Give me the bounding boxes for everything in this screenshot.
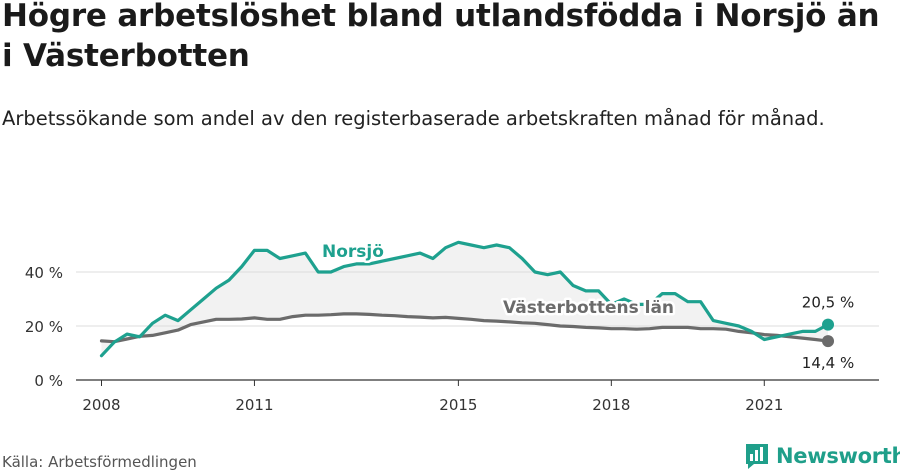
newsworthy-logo-icon xyxy=(746,444,768,469)
series-line-norsjo xyxy=(99,240,830,358)
end-label-vasterbotten: 14,4 % xyxy=(802,354,854,372)
chart-title: Högre arbetslöshet bland utlandsfödda i … xyxy=(2,0,880,74)
series-lines xyxy=(99,240,835,358)
end-point-vasterbotten xyxy=(822,335,835,348)
x-tick-label: 2015 xyxy=(439,396,477,414)
x-tick-label: 2011 xyxy=(235,396,273,414)
brand-logo[interactable]: Newsworthy xyxy=(744,442,900,470)
chart-subtitle: Arbetssökande som andel av den registerb… xyxy=(2,107,825,130)
y-tick-label: 40 % xyxy=(25,264,63,282)
x-tick-label: 2021 xyxy=(745,396,783,414)
end-point-norsjo xyxy=(822,318,835,331)
series-label-vasterbotten: Västerbottens län xyxy=(503,298,674,318)
x-tick-label: 2008 xyxy=(82,396,120,414)
y-axis: 0 % 20 % 40 % xyxy=(25,264,63,390)
grid xyxy=(76,271,879,381)
difference-band xyxy=(101,242,828,356)
source-note: Källa: Arbetsförmedlingen xyxy=(2,453,197,471)
series-line-vasterbotten xyxy=(99,312,830,344)
x-axis: 2008 2011 2015 2018 2021 xyxy=(82,380,783,414)
y-tick-label: 20 % xyxy=(25,318,63,336)
brand-name: Newsworthy xyxy=(776,444,900,468)
x-tick-label: 2018 xyxy=(592,396,630,414)
series-labels: Norsjö Västerbottens län 20,5 % 14,4 % xyxy=(320,240,855,373)
y-tick-label: 0 % xyxy=(34,372,63,390)
series-label-norsjo: Norsjö xyxy=(322,242,384,262)
end-label-norsjo: 20,5 % xyxy=(802,294,854,312)
